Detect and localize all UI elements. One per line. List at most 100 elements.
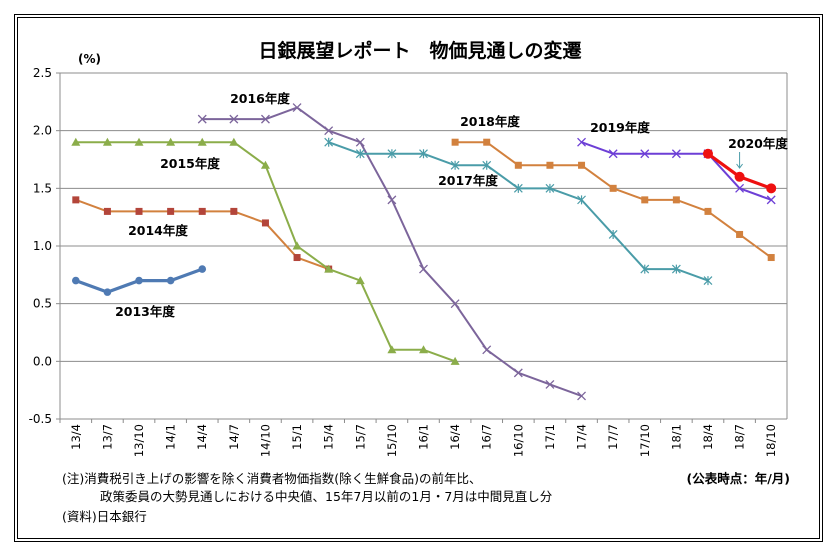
- data-point: [71, 137, 81, 146]
- data-point: [640, 264, 650, 274]
- y-tick-label: 2.5: [33, 66, 52, 80]
- note-line-1: (注)消費税引き上げの影響を除く消費者物価指数(除く生鮮食品)の前年比、: [62, 471, 482, 486]
- data-point: [135, 207, 143, 215]
- data-point: [261, 219, 269, 227]
- data-point: [229, 114, 239, 124]
- data-point: [671, 264, 681, 274]
- data-point: [198, 207, 206, 215]
- data-point: [355, 149, 365, 159]
- data-point: [545, 379, 555, 389]
- data-point: [292, 241, 302, 250]
- data-point: [577, 137, 587, 147]
- data-point: [260, 160, 270, 169]
- label-arrow-head: [736, 163, 743, 169]
- series-2016年度: [197, 103, 587, 401]
- data-point: [640, 149, 650, 159]
- data-point: [671, 149, 681, 159]
- x-tick-label: 16/10: [511, 424, 525, 457]
- data-point: [577, 391, 587, 401]
- data-point: [482, 345, 492, 355]
- data-point: [734, 171, 745, 182]
- data-point: [672, 196, 680, 204]
- outer-frame: [14, 14, 823, 542]
- data-point: [419, 264, 428, 274]
- data-point: [450, 299, 460, 309]
- data-point: [513, 368, 523, 378]
- x-tick-label: 16/1: [417, 424, 431, 450]
- x-tick-label: 18/1: [669, 424, 683, 450]
- data-point: [703, 276, 713, 286]
- data-point: [766, 195, 776, 205]
- data-point: [292, 103, 302, 113]
- data-point: [72, 276, 80, 285]
- series-2017年度: [324, 137, 713, 286]
- y-tick-label: -0.5: [29, 412, 52, 426]
- data-point: [324, 264, 334, 273]
- y-tick-label: 1.5: [33, 181, 52, 195]
- data-point: [545, 183, 555, 193]
- data-point: [387, 345, 397, 354]
- x-tick-label: 18/10: [764, 424, 778, 457]
- series-label: 2019年度: [590, 120, 650, 135]
- data-point: [767, 254, 775, 262]
- data-point: [324, 137, 334, 147]
- data-point: [260, 114, 270, 124]
- x-tick-label: 16/7: [480, 424, 494, 450]
- data-point: [135, 276, 143, 285]
- x-tick-label: 17/1: [543, 424, 557, 450]
- data-point: [387, 149, 397, 159]
- x-tick-label: 13/10: [132, 424, 146, 457]
- x-tick-label: 18/7: [733, 424, 747, 450]
- x-tick-label: 18/4: [701, 424, 715, 450]
- x-tick-label: 17/10: [638, 424, 652, 457]
- data-point: [198, 265, 207, 273]
- x-tick-label: 17/7: [606, 424, 620, 450]
- data-point: [451, 138, 459, 146]
- data-point: [103, 288, 112, 296]
- note-line-2: 政策委員の大勢見通しにおける中央値、15年7月以前の1月・7月は中間見直し分: [100, 489, 552, 504]
- data-point: [355, 276, 365, 285]
- y-tick-label: 0.5: [33, 297, 52, 311]
- y-unit-label: (%): [78, 52, 101, 66]
- data-point: [103, 207, 111, 215]
- data-point: [482, 160, 492, 170]
- data-point: [577, 195, 586, 205]
- x-tick-label: 15/4: [322, 424, 336, 450]
- data-point: [197, 137, 207, 146]
- data-point: [134, 137, 144, 146]
- x-tick-label: 14/4: [195, 424, 209, 450]
- data-point: [355, 137, 365, 147]
- data-point: [419, 345, 428, 354]
- series-line: [455, 141, 772, 259]
- data-point: [450, 356, 460, 365]
- series-2018年度: [451, 138, 775, 262]
- chart-title: 日銀展望レポート 物価見通しの変遷: [258, 39, 581, 62]
- y-tick-label: 0.0: [33, 354, 52, 368]
- data-point: [608, 229, 618, 239]
- data-point: [450, 160, 460, 170]
- data-point: [608, 149, 618, 159]
- y-tick-label: 2.0: [33, 124, 52, 138]
- data-point: [546, 161, 554, 169]
- data-point: [167, 207, 175, 215]
- data-point: [483, 138, 491, 146]
- data-point: [102, 137, 112, 146]
- series-label: 2013年度: [115, 304, 175, 319]
- data-point: [166, 137, 176, 146]
- x-tick-label: 16/4: [448, 424, 462, 450]
- series-label: 2020年度: [728, 136, 788, 151]
- x-tick-label: 15/1: [290, 424, 304, 450]
- series-label: 2014年度: [128, 223, 188, 238]
- data-point: [766, 183, 777, 194]
- data-point: [166, 276, 175, 285]
- series-2020年度: [702, 148, 777, 194]
- data-point: [229, 137, 239, 146]
- x-tick-label: 13/7: [100, 424, 114, 450]
- data-point: [704, 207, 712, 215]
- data-point: [578, 161, 586, 169]
- source-note: (資料)日本銀行: [62, 509, 147, 524]
- inner-frame: [17, 17, 820, 539]
- x-tick-label: 13/4: [69, 424, 83, 450]
- x-tick-label: 15/7: [353, 424, 367, 450]
- publication-time-label: (公表時点：年/月): [687, 471, 791, 486]
